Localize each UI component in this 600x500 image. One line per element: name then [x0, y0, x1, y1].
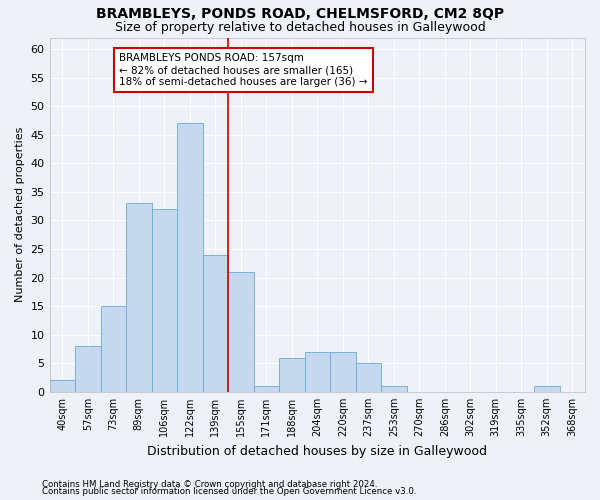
Text: Contains HM Land Registry data © Crown copyright and database right 2024.: Contains HM Land Registry data © Crown c… [42, 480, 377, 489]
Bar [75, 346, 101, 392]
Bar [152, 209, 177, 392]
Bar [381, 386, 407, 392]
Text: Contains public sector information licensed under the Open Government Licence v3: Contains public sector information licen… [42, 488, 416, 496]
Bar [126, 204, 152, 392]
Bar [305, 352, 330, 392]
Bar [534, 386, 560, 392]
Text: BRAMBLEYS PONDS ROAD: 157sqm
← 82% of detached houses are smaller (165)
18% of s: BRAMBLEYS PONDS ROAD: 157sqm ← 82% of de… [119, 54, 368, 86]
Bar [254, 386, 279, 392]
Bar [50, 380, 75, 392]
Bar [279, 358, 305, 392]
Text: Size of property relative to detached houses in Galleywood: Size of property relative to detached ho… [115, 21, 485, 34]
Bar [101, 306, 126, 392]
Bar [356, 364, 381, 392]
Bar [330, 352, 356, 392]
Text: BRAMBLEYS, PONDS ROAD, CHELMSFORD, CM2 8QP: BRAMBLEYS, PONDS ROAD, CHELMSFORD, CM2 8… [96, 8, 504, 22]
Bar [177, 123, 203, 392]
Bar [228, 272, 254, 392]
X-axis label: Distribution of detached houses by size in Galleywood: Distribution of detached houses by size … [147, 444, 487, 458]
Bar [203, 254, 228, 392]
Y-axis label: Number of detached properties: Number of detached properties [15, 127, 25, 302]
